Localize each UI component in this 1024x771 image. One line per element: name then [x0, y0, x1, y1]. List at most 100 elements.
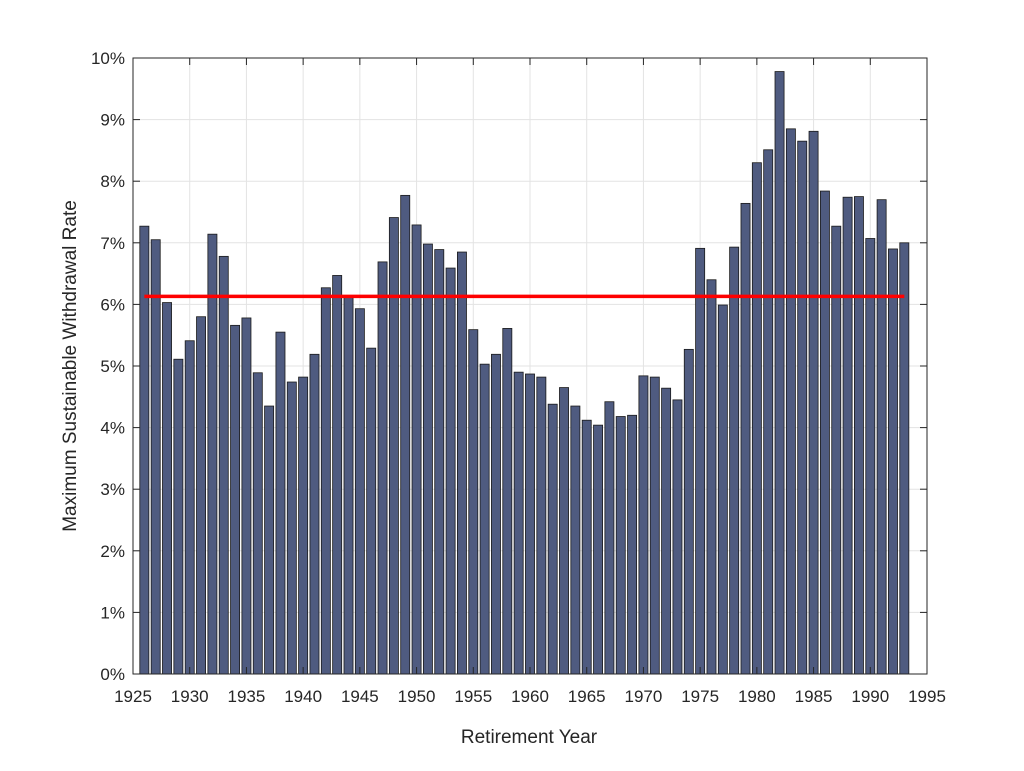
x-tick-label: 1960 — [511, 687, 549, 706]
bar-1943 — [332, 275, 343, 675]
bar-1986 — [819, 190, 830, 675]
bar-1978 — [729, 246, 740, 675]
y-tick-label: 0% — [100, 665, 125, 684]
axes — [132, 57, 928, 675]
bar-1991 — [876, 199, 887, 675]
x-tick-label: 1925 — [114, 687, 152, 706]
bar-1930 — [184, 340, 195, 675]
bar-1934 — [230, 324, 241, 675]
y-tick-label: 4% — [100, 419, 125, 438]
bar-1979 — [740, 202, 751, 675]
bar-1956 — [479, 363, 490, 675]
bar-1929 — [173, 358, 184, 675]
y-tick-label: 3% — [100, 480, 125, 499]
y-tick-label: 10% — [91, 49, 125, 68]
bar-1967 — [604, 401, 615, 675]
bar-1965 — [581, 419, 592, 675]
bar-1940 — [298, 376, 309, 675]
bar-1944 — [343, 295, 354, 675]
x-tick-label: 1985 — [795, 687, 833, 706]
x-tick-labels: 1925 1930 1935 1940 1945 1950 1955 1960 1965 1970… — [114, 687, 946, 706]
bar-1938 — [275, 331, 286, 675]
bar-1927 — [150, 239, 161, 675]
bar-1954 — [457, 251, 467, 675]
bar-1931 — [196, 316, 206, 675]
bar-1961 — [536, 376, 547, 675]
x-tick-label: 1970 — [625, 687, 663, 706]
bar-1932 — [207, 233, 218, 675]
bar-1935 — [241, 317, 252, 675]
bar-1993 — [899, 242, 910, 675]
bar-1988 — [842, 196, 853, 675]
bar-1960 — [525, 373, 535, 675]
x-tick-label: 1955 — [454, 687, 492, 706]
x-tick-label: 1975 — [681, 687, 719, 706]
y-tick-label: 2% — [100, 542, 125, 561]
bar-1958 — [502, 328, 513, 675]
bar-1973 — [672, 399, 683, 675]
bar-1969 — [627, 414, 638, 675]
bar-1946 — [366, 347, 377, 675]
bar-1971 — [649, 376, 660, 675]
x-tick-label: 1980 — [738, 687, 776, 706]
bar-1964 — [570, 405, 581, 675]
bar-1941 — [309, 353, 320, 675]
y-tick-label: 6% — [100, 295, 125, 314]
bar-1937 — [264, 405, 275, 675]
x-tick-label: 1930 — [171, 687, 209, 706]
bar-1948 — [388, 217, 399, 675]
bars — [139, 71, 910, 675]
x-tick-label: 1995 — [908, 687, 946, 706]
x-tick-label: 1965 — [568, 687, 606, 706]
y-tick-label: 7% — [100, 234, 125, 253]
y-tick-labels: 0% 1% 2% 3% 4% 5% 6% 7% 8% 9% 10% — [91, 49, 125, 684]
bar-1933 — [218, 255, 229, 675]
bar-1968 — [615, 416, 626, 675]
bar-1962 — [547, 403, 558, 675]
bar-1951 — [422, 243, 433, 675]
x-tick-label: 1945 — [341, 687, 379, 706]
bar-1970 — [638, 375, 649, 675]
bar-1959 — [513, 371, 524, 675]
bar-1982 — [774, 71, 785, 675]
y-tick-label: 8% — [100, 172, 125, 191]
bar-1952 — [434, 249, 445, 675]
bar-1936 — [252, 372, 263, 675]
bar-1953 — [445, 267, 456, 675]
y-axis-title: Maximum Sustainable Withdrawal Rate — [60, 200, 81, 532]
x-tick-label: 1935 — [228, 687, 266, 706]
bar-1942 — [320, 287, 331, 675]
bar-1980 — [751, 162, 762, 675]
bar-1949 — [400, 194, 411, 675]
bar-1974 — [683, 348, 694, 675]
bar-1976 — [706, 279, 717, 675]
bar-1945 — [354, 308, 365, 675]
bar-1975 — [695, 247, 706, 675]
bar-1963 — [559, 387, 569, 675]
bar-1977 — [717, 304, 728, 675]
x-tick-label: 1940 — [284, 687, 322, 706]
bar-1966 — [593, 424, 603, 675]
x-tick-label: 1990 — [851, 687, 889, 706]
bar-1955 — [468, 329, 479, 675]
bar-1972 — [661, 387, 672, 675]
bar-1957 — [491, 353, 501, 675]
bar-1990 — [865, 238, 876, 675]
bar-1987 — [831, 225, 842, 675]
y-tick-label: 5% — [100, 357, 125, 376]
bar-1939 — [286, 381, 297, 675]
bar-1981 — [763, 149, 774, 675]
bar-1950 — [411, 224, 422, 675]
bar-1985 — [808, 130, 819, 675]
bar-1983 — [785, 128, 796, 675]
y-tick-label: 9% — [100, 111, 125, 130]
bar-1926 — [139, 225, 150, 675]
bar-1984 — [797, 140, 808, 675]
bar-1947 — [377, 261, 388, 675]
bar-1992 — [888, 248, 898, 675]
bar-1928 — [162, 302, 172, 675]
x-tick-label: 1950 — [398, 687, 436, 706]
y-tick-label: 1% — [100, 603, 125, 622]
x-axis-title: Retirement Year — [461, 727, 598, 748]
